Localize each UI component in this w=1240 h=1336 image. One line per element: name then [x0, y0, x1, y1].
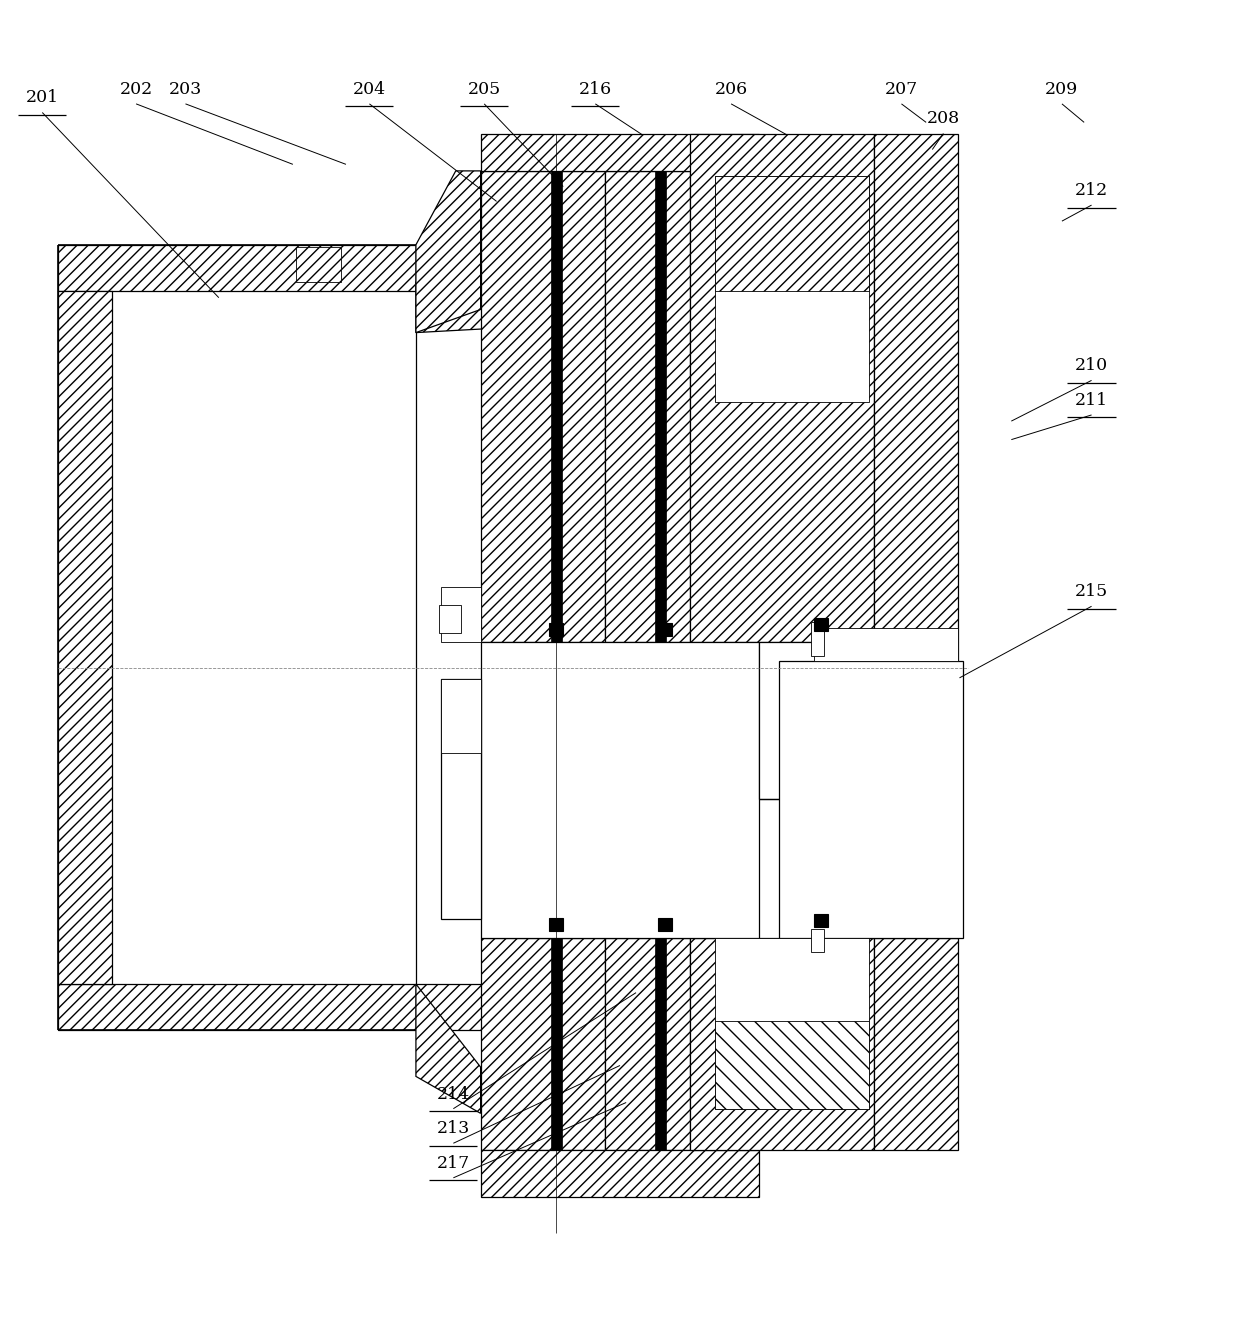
Bar [815, 628, 959, 660]
Polygon shape [415, 282, 501, 333]
Polygon shape [415, 985, 481, 1113]
Bar [481, 643, 759, 938]
Text: 210: 210 [1075, 357, 1109, 374]
Polygon shape [415, 244, 739, 291]
Bar [811, 929, 825, 951]
Bar [655, 171, 666, 643]
Bar [552, 171, 562, 643]
Bar [714, 938, 869, 1109]
Text: 209: 209 [1045, 80, 1079, 98]
Bar [481, 1150, 759, 1197]
Text: 201: 201 [26, 90, 58, 107]
Bar [759, 643, 959, 799]
Text: 207: 207 [885, 80, 918, 98]
Polygon shape [57, 244, 415, 291]
Text: 203: 203 [169, 80, 202, 98]
Bar [481, 938, 605, 1150]
Bar [552, 938, 562, 1150]
Bar [815, 619, 828, 631]
Text: 212: 212 [1075, 182, 1109, 199]
Bar [655, 938, 666, 1150]
Text: 214: 214 [436, 1086, 470, 1102]
Bar [811, 621, 825, 656]
Text: 206: 206 [714, 80, 748, 98]
Polygon shape [57, 291, 113, 985]
Bar [689, 134, 874, 643]
Bar [440, 679, 481, 754]
Bar [689, 938, 874, 1150]
Bar [815, 914, 828, 927]
Bar [658, 918, 672, 931]
Bar [874, 134, 959, 643]
Text: 202: 202 [119, 80, 153, 98]
Bar [714, 175, 869, 291]
Text: 213: 213 [436, 1120, 470, 1137]
Bar [440, 587, 481, 643]
Polygon shape [57, 985, 415, 1030]
Text: 211: 211 [1075, 391, 1109, 409]
Text: 217: 217 [436, 1154, 470, 1172]
Bar [605, 938, 689, 1150]
Bar [549, 918, 563, 931]
Bar [714, 1021, 869, 1109]
Bar [481, 171, 605, 643]
Bar [296, 247, 341, 282]
Text: 208: 208 [926, 111, 960, 127]
Bar [779, 660, 963, 938]
Bar [874, 938, 959, 1150]
Bar [605, 171, 689, 643]
Text: 205: 205 [467, 80, 501, 98]
Bar [440, 679, 481, 919]
Bar [714, 175, 869, 402]
Bar [549, 623, 563, 636]
Bar [658, 623, 672, 636]
Text: 204: 204 [353, 80, 386, 98]
Bar [481, 134, 759, 171]
Text: 215: 215 [1075, 582, 1109, 600]
Polygon shape [415, 171, 481, 333]
Text: 216: 216 [579, 80, 611, 98]
Polygon shape [415, 985, 739, 1030]
Bar [439, 605, 461, 633]
